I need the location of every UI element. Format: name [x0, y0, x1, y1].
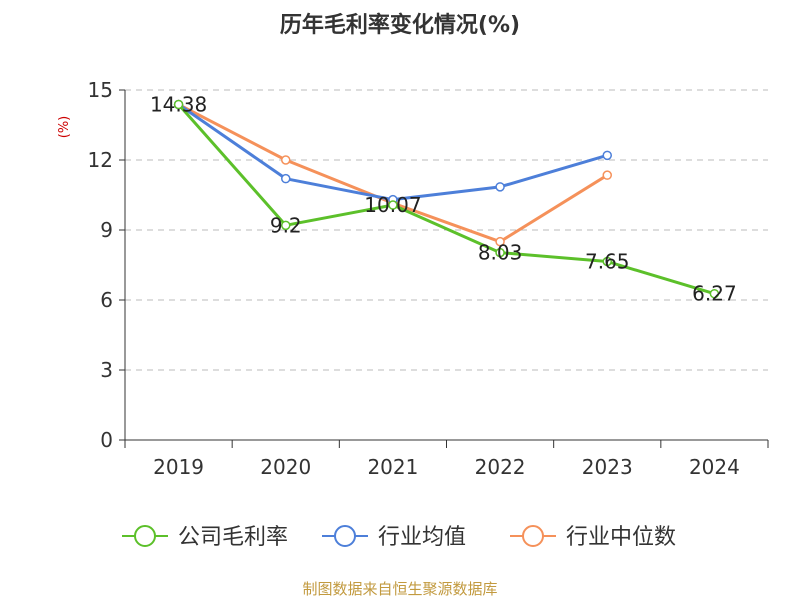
y-tick-label: 3	[100, 358, 113, 382]
data-point	[281, 220, 291, 231]
x-tick-label-2020: 2020	[260, 455, 311, 479]
data-point	[388, 200, 398, 210]
series-line-2	[177, 103, 608, 202]
x-tick-label-2019: 2019	[153, 455, 204, 479]
y-tick-label: 9	[100, 218, 113, 242]
legend-marker	[134, 525, 156, 547]
y-axis-label: (%)	[57, 116, 72, 139]
series-group	[173, 99, 720, 299]
legend-marker	[522, 525, 544, 547]
series-1	[173, 99, 720, 299]
data-point	[495, 236, 505, 247]
data-labels: 14.38 9.2 10.07 8.03 7.65 6.27	[150, 92, 737, 305]
data-point	[602, 170, 612, 180]
legend-item-1: 公司毛利率	[122, 525, 288, 550]
data-label: 6.27	[692, 282, 737, 306]
data-label: 14.38	[150, 92, 207, 116]
data-label: 7.65	[585, 250, 630, 274]
data-label: 8.03	[478, 241, 523, 265]
y-tick-label: 0	[100, 428, 113, 452]
data-label: 9.2	[270, 213, 302, 237]
chart-title: 历年毛利率变化情况(%)	[280, 12, 520, 38]
data-point	[709, 288, 720, 299]
legend-item-3: 行业中位数	[510, 525, 676, 550]
y-tick-label: 12	[88, 148, 113, 172]
series-line-1	[177, 103, 715, 296]
data-point	[173, 99, 184, 110]
data-point	[602, 256, 612, 267]
y-tick-label: 6	[100, 288, 113, 312]
data-point	[495, 182, 505, 192]
axes: 0 3 6 9 12 15 2019 2020 2021 2022 2023 2024	[88, 78, 769, 479]
legend-item-2: 行业均值	[322, 525, 466, 550]
data-label: 10.07	[364, 193, 421, 217]
series-2	[173, 99, 612, 205]
legend-marker	[334, 525, 356, 547]
x-tick-label-2021: 2021	[367, 455, 418, 479]
legend-label: 行业均值	[378, 525, 466, 550]
legend-label: 公司毛利率	[178, 525, 288, 550]
data-point	[281, 173, 291, 184]
x-tick-label-2024: 2024	[689, 455, 740, 479]
legend-label: 行业中位数	[566, 525, 676, 550]
source-note: 制图数据来自恒生聚源数据库	[302, 580, 497, 598]
x-tick-label-2022: 2022	[475, 455, 526, 479]
data-point	[495, 247, 505, 258]
data-point	[602, 150, 612, 161]
legend: 公司毛利率 行业均值 行业中位数	[122, 525, 676, 550]
x-tick-label-2023: 2023	[582, 455, 633, 479]
data-point	[281, 155, 291, 165]
y-tick-label: 15	[88, 78, 113, 102]
